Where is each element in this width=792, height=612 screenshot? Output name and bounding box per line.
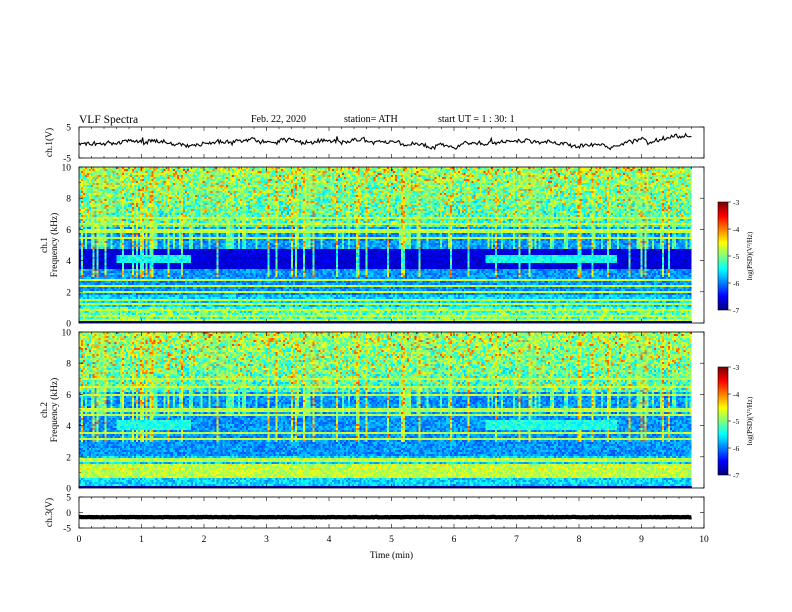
- ch1-voltage-trace: [78, 132, 692, 151]
- ch1-voltage-frame: [78, 126, 705, 159]
- y-tick-label: 2: [66, 453, 71, 463]
- colorbar-tick-label: -4: [733, 225, 739, 234]
- colorbar-tick-label: -7: [733, 306, 739, 315]
- y-tick-label: -5: [63, 525, 71, 535]
- x-tick-label: 0: [77, 535, 82, 545]
- colorbar-tick-label: -6: [733, 444, 739, 453]
- x-tick-label: 8: [577, 535, 582, 545]
- ch2-spectrum-frame: [78, 331, 705, 489]
- station-label: station= ATH: [344, 114, 398, 125]
- colorbar-tick-label: -5: [733, 417, 739, 426]
- ch2-spectrum-colorbar: [718, 367, 728, 475]
- chart-title: VLF Spectra: [79, 114, 139, 126]
- x-tick-label: 6: [452, 535, 457, 545]
- y-tick-label: 8: [66, 360, 71, 370]
- y-tick-label: 8: [66, 195, 71, 205]
- ch2-spectrum-panel: 0 2 4 6 8 10 ch.2 Frequency (kHz) -3 -4 -5 -6 -7 log(…: [40, 329, 754, 495]
- colorbar-tick-label: -4: [733, 390, 739, 399]
- ch1-voltage-ylabel: ch.1(V): [44, 128, 55, 157]
- colorbar-tick-label: -5: [733, 252, 739, 261]
- y-tick-label: 4: [66, 257, 71, 267]
- y-tick-label: 10: [62, 329, 72, 339]
- colorbar-tick-label: -3: [733, 363, 739, 372]
- x-tick-label: 10: [699, 535, 709, 545]
- ch1-spectrum-panel: 0 2 4 6 8 10 ch.1 Frequency (kHz) -3 -4 -5 -6 -7 log(…: [40, 164, 754, 330]
- y-tick-label: 4: [66, 422, 71, 432]
- ch3-voltage-ylabel: ch.3(V): [44, 498, 55, 527]
- colorbar-tick-label: -3: [733, 198, 739, 207]
- ch2-spectrum-channel-label: ch.2: [40, 402, 50, 418]
- ch1-spectrum-spectrogram: [79, 167, 692, 323]
- ch1-spectrum-channel-label: ch.1: [40, 237, 50, 253]
- colorbar-tick-label: -7: [733, 471, 739, 480]
- colorbar-tick-label: -6: [733, 279, 739, 288]
- ch1-spectrum-frame: [78, 166, 705, 324]
- x-tick-label: 7: [514, 535, 519, 545]
- y-tick-label: 0: [66, 509, 71, 519]
- x-axis-label: Time (min): [370, 550, 413, 561]
- ch1-spectrum-ylabel: Frequency (kHz): [49, 213, 60, 278]
- ch1-spectrum-colorbar: [718, 202, 728, 310]
- y-tick-label: 0: [66, 320, 71, 330]
- y-tick-label: 6: [66, 226, 71, 236]
- x-tick-label: 3: [264, 535, 269, 545]
- x-tick-label: 1: [139, 535, 144, 545]
- date-label: Feb. 22, 2020: [251, 114, 306, 125]
- ch2-spectrum-ylabel: Frequency (kHz): [49, 378, 60, 443]
- y-tick-label: 5: [66, 124, 71, 134]
- start-time-label: start UT = 1 : 30: 1: [438, 114, 515, 125]
- y-tick-label: 6: [66, 391, 71, 401]
- ch3-voltage-panel: 0 1 2 3 4 5 6 7 8 9 10 5 0 -5 ch.3(V) Time (min): [44, 494, 709, 562]
- y-tick-label: 0: [66, 485, 71, 495]
- y-tick-label: -5: [63, 155, 71, 165]
- x-tick-label: 4: [327, 535, 332, 545]
- y-tick-label: 2: [66, 288, 71, 298]
- x-tick-label: 9: [639, 535, 644, 545]
- ch3-voltage-frame: [78, 496, 705, 529]
- ch2-spectrum-spectrogram: [79, 332, 692, 488]
- ch1-spectrum-colorbar-label: log(PSD)(V²/Hz): [746, 231, 754, 280]
- ch2-spectrum-colorbar-label: log(PSD)(V²/Hz): [746, 396, 754, 445]
- x-tick-label: 2: [202, 535, 207, 545]
- y-tick-label: 5: [66, 494, 71, 504]
- ch3-voltage-trace: [78, 514, 692, 520]
- x-tick-label: 5: [389, 535, 394, 545]
- y-tick-label: 10: [62, 164, 72, 174]
